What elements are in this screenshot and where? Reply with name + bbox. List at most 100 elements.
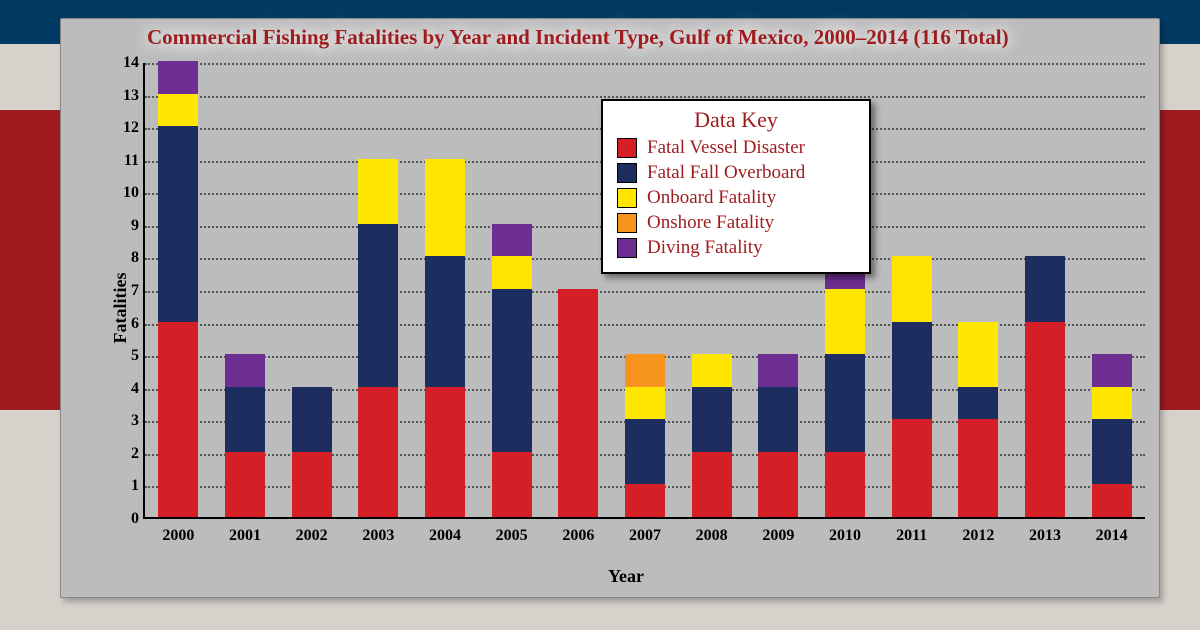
y-tick-label: 2 bbox=[107, 445, 139, 463]
bar-segment bbox=[958, 419, 998, 517]
bar-column bbox=[625, 354, 665, 517]
y-tick-label: 8 bbox=[107, 249, 139, 267]
y-tick-label: 13 bbox=[107, 87, 139, 105]
bar-segment bbox=[892, 256, 932, 321]
x-tick-label: 2001 bbox=[229, 527, 261, 545]
x-tick-label: 2006 bbox=[562, 527, 594, 545]
bar-segment bbox=[758, 354, 798, 387]
bar-column bbox=[492, 224, 532, 517]
bar-segment bbox=[425, 256, 465, 386]
legend: Data Key Fatal Vessel Disaster Fatal Fall… bbox=[601, 99, 871, 274]
x-tick-label: 2005 bbox=[496, 527, 528, 545]
x-tick-label: 2013 bbox=[1029, 527, 1061, 545]
legend-swatch bbox=[617, 213, 637, 233]
legend-swatch bbox=[617, 138, 637, 158]
bar-segment bbox=[558, 289, 598, 517]
bar-segment bbox=[1092, 354, 1132, 387]
legend-title: Data Key bbox=[617, 107, 855, 133]
bar-column bbox=[358, 159, 398, 517]
x-tick-label: 2010 bbox=[829, 527, 861, 545]
legend-row: Fatal Vessel Disaster bbox=[617, 137, 855, 159]
bar-segment bbox=[758, 387, 798, 452]
bar-segment bbox=[358, 387, 398, 517]
gridline bbox=[145, 63, 1145, 65]
bar-column bbox=[1025, 256, 1065, 517]
bar-column bbox=[825, 256, 865, 517]
bar-segment bbox=[225, 387, 265, 452]
plot-area: Fatalities Year 01234567891011121314 200… bbox=[101, 53, 1151, 563]
legend-label: Diving Fatality bbox=[647, 237, 763, 259]
x-tick-label: 2000 bbox=[162, 527, 194, 545]
x-axis-label: Year bbox=[101, 566, 1151, 587]
legend-label: Onshore Fatality bbox=[647, 212, 774, 234]
legend-row: Diving Fatality bbox=[617, 237, 855, 259]
bar-segment bbox=[625, 419, 665, 484]
legend-row: Fatal Fall Overboard bbox=[617, 162, 855, 184]
legend-label: Fatal Vessel Disaster bbox=[647, 137, 805, 159]
y-tick-label: 5 bbox=[107, 347, 139, 365]
bar-segment bbox=[158, 126, 198, 321]
bar-segment bbox=[425, 159, 465, 257]
x-tick-label: 2008 bbox=[696, 527, 728, 545]
bar-segment bbox=[625, 387, 665, 420]
y-tick-label: 0 bbox=[107, 510, 139, 528]
bar-segment bbox=[692, 354, 732, 387]
bar-segment bbox=[158, 94, 198, 127]
bar-segment bbox=[758, 452, 798, 517]
y-tick-label: 10 bbox=[107, 184, 139, 202]
x-tick-label: 2004 bbox=[429, 527, 461, 545]
bar-segment bbox=[492, 256, 532, 289]
y-tick-label: 6 bbox=[107, 315, 139, 333]
bar-column bbox=[758, 354, 798, 517]
bar-segment bbox=[225, 354, 265, 387]
y-tick-label: 11 bbox=[107, 152, 139, 170]
bar-segment bbox=[1092, 484, 1132, 517]
gridline bbox=[145, 291, 1145, 293]
bar-segment bbox=[358, 159, 398, 224]
y-tick-label: 1 bbox=[107, 477, 139, 495]
bar-segment bbox=[692, 452, 732, 517]
bar-segment bbox=[892, 322, 932, 420]
bar-segment bbox=[825, 354, 865, 452]
bar-segment bbox=[1025, 256, 1065, 321]
bar-column bbox=[225, 354, 265, 517]
bar-segment bbox=[958, 387, 998, 420]
bar-segment bbox=[825, 289, 865, 354]
x-tick-label: 2011 bbox=[896, 527, 927, 545]
bar-segment bbox=[958, 322, 998, 387]
bar-segment bbox=[825, 452, 865, 517]
bar-segment bbox=[492, 452, 532, 517]
legend-swatch bbox=[617, 238, 637, 258]
y-tick-label: 9 bbox=[107, 217, 139, 235]
bar-segment bbox=[692, 387, 732, 452]
bar-segment bbox=[892, 419, 932, 517]
x-tick-label: 2014 bbox=[1096, 527, 1128, 545]
bar-segment bbox=[158, 61, 198, 94]
bar-segment bbox=[358, 224, 398, 387]
y-tick-label: 3 bbox=[107, 412, 139, 430]
x-tick-label: 2002 bbox=[296, 527, 328, 545]
y-tick-label: 7 bbox=[107, 282, 139, 300]
x-axis-line bbox=[143, 517, 1145, 519]
gridline bbox=[145, 96, 1145, 98]
bar-segment bbox=[625, 354, 665, 387]
legend-swatch bbox=[617, 188, 637, 208]
y-tick-label: 14 bbox=[107, 54, 139, 72]
legend-row: Onboard Fatality bbox=[617, 187, 855, 209]
bar-segment bbox=[492, 289, 532, 452]
bar-segment bbox=[292, 387, 332, 452]
bar-segment bbox=[1092, 419, 1132, 484]
bar-segment bbox=[425, 387, 465, 517]
x-tick-label: 2007 bbox=[629, 527, 661, 545]
x-tick-label: 2012 bbox=[962, 527, 994, 545]
bar-column bbox=[892, 256, 932, 517]
bar-segment bbox=[492, 224, 532, 257]
chart-title: Commercial Fishing Fatalities by Year an… bbox=[147, 25, 1147, 50]
bar-column bbox=[958, 322, 998, 517]
bar-column bbox=[692, 354, 732, 517]
bar-segment bbox=[225, 452, 265, 517]
bar-column bbox=[1092, 354, 1132, 517]
bar-column bbox=[292, 387, 332, 517]
legend-label: Fatal Fall Overboard bbox=[647, 162, 805, 184]
x-tick-label: 2009 bbox=[762, 527, 794, 545]
